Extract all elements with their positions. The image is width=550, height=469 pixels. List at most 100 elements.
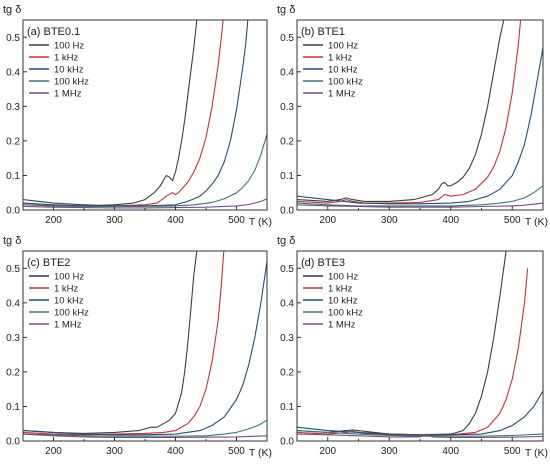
y-tick-label: 0.0 xyxy=(280,206,294,217)
legend-entry: 10 kHz xyxy=(54,65,84,76)
legend-entry: 1 MHz xyxy=(328,89,356,100)
panel-1: 200 300 400 500 0.0 0.1 0.2 0.3 0.4 0.5 tg δ T (K) (… xyxy=(277,4,548,228)
y-tick-label: 0.3 xyxy=(6,102,20,113)
y-tick-label: 0.4 xyxy=(6,67,20,78)
legend-entry: 100 kHz xyxy=(54,308,89,319)
series-line-2 xyxy=(297,390,543,436)
x-axis-label: T (K) xyxy=(249,447,272,459)
y-tick-label: 0.2 xyxy=(6,367,20,378)
x-axis-label: T (K) xyxy=(249,216,272,228)
panel-3: 200 300 400 500 0.0 0.1 0.2 0.3 0.4 0.5 tg δ T (K) (… xyxy=(277,235,548,459)
series-line-4 xyxy=(297,433,543,439)
y-tick-label: 0.5 xyxy=(280,264,294,275)
legend-entry: 100 kHz xyxy=(328,77,363,88)
x-tick-label: 200 xyxy=(45,215,62,226)
legend-entry: 100 Hz xyxy=(328,272,358,283)
legend-entry: 1 MHz xyxy=(54,320,82,331)
y-tick-label: 0.1 xyxy=(280,171,294,182)
y-tick-label: 0.4 xyxy=(280,67,294,78)
x-tick-label: 300 xyxy=(106,215,123,226)
y-axis-label: tg δ xyxy=(277,235,295,247)
y-tick-label: 0.2 xyxy=(280,136,294,147)
series-line-2 xyxy=(23,261,267,436)
legend-entry: 100 Hz xyxy=(54,272,84,283)
legend-entry: 1 MHz xyxy=(54,89,82,100)
y-tick-label: 0.3 xyxy=(280,102,294,113)
y-tick-label: 0.1 xyxy=(6,402,20,413)
legend-entry: 1 kHz xyxy=(328,284,353,295)
x-tick-label: 300 xyxy=(381,446,398,457)
series-line-2 xyxy=(297,47,543,205)
series-line-1 xyxy=(297,20,522,204)
legend-entry: 100 kHz xyxy=(54,77,89,88)
x-tick-label: 400 xyxy=(167,446,184,457)
series-line-1 xyxy=(23,20,224,208)
legend-entry: 100 Hz xyxy=(54,41,84,52)
legend-entry: 10 kHz xyxy=(54,296,84,307)
legend-entry: 10 kHz xyxy=(328,65,358,76)
x-axis-label: T (K) xyxy=(525,447,548,459)
x-tick-label: 200 xyxy=(319,446,336,457)
x-axis-label: T (K) xyxy=(525,216,548,228)
y-axis-label: tg δ xyxy=(3,235,21,247)
series-group xyxy=(23,251,267,439)
x-tick-label: 500 xyxy=(504,446,521,457)
panel-title: (a) BTE0.1 xyxy=(27,26,80,38)
y-tick-label: 0.0 xyxy=(280,437,294,448)
panel-0: 200 300 400 500 0.0 0.1 0.2 0.3 0.4 0.5 tg δ T (K) (… xyxy=(3,4,272,228)
y-tick-label: 0.0 xyxy=(6,206,20,217)
series-line-2 xyxy=(23,20,249,207)
y-tick-label: 0.5 xyxy=(280,33,294,44)
series-line-4 xyxy=(23,433,267,439)
y-tick-label: 0.3 xyxy=(280,333,294,344)
legend-entry: 100 Hz xyxy=(328,41,358,52)
y-axis-label: tg δ xyxy=(277,4,295,16)
x-tick-label: 400 xyxy=(442,446,459,457)
y-tick-label: 0.1 xyxy=(6,171,20,182)
legend-entry: 1 kHz xyxy=(328,53,353,64)
legend-entry: 1 MHz xyxy=(328,320,356,331)
series-group xyxy=(297,20,543,208)
series-line-0 xyxy=(23,251,198,434)
x-tick-label: 200 xyxy=(319,215,336,226)
series-line-0 xyxy=(297,251,507,436)
series-line-3 xyxy=(23,419,267,437)
y-tick-label: 0.2 xyxy=(6,136,20,147)
y-tick-label: 0.3 xyxy=(6,333,20,344)
y-tick-label: 0.4 xyxy=(280,298,294,309)
legend-entry: 100 kHz xyxy=(328,308,363,319)
y-tick-label: 0.0 xyxy=(6,437,20,448)
x-tick-label: 500 xyxy=(228,446,245,457)
y-axis-label: tg δ xyxy=(3,4,21,16)
panel-title: (c) BTE2 xyxy=(27,257,70,269)
series-line-0 xyxy=(297,20,505,202)
panel-title: (b) BTE1 xyxy=(301,26,345,38)
legend-entry: 1 kHz xyxy=(54,53,79,64)
panel-2: 200 300 400 500 0.0 0.1 0.2 0.3 0.4 0.5 tg δ T (K) (… xyxy=(3,235,272,459)
x-tick-label: 200 xyxy=(45,446,62,457)
x-tick-label: 500 xyxy=(228,215,245,226)
x-tick-label: 300 xyxy=(381,215,398,226)
y-tick-label: 0.4 xyxy=(6,298,20,309)
y-tick-label: 0.1 xyxy=(280,402,294,413)
legend-entry: 1 kHz xyxy=(54,284,79,295)
x-tick-label: 400 xyxy=(442,215,459,226)
legend-entry: 10 kHz xyxy=(328,296,358,307)
series-line-3 xyxy=(297,185,543,207)
panel-title: (d) BTE3 xyxy=(301,257,345,269)
series-group xyxy=(297,251,543,439)
y-tick-label: 0.2 xyxy=(280,367,294,378)
series-line-3 xyxy=(23,133,267,208)
y-tick-label: 0.5 xyxy=(6,264,20,275)
series-line-3 xyxy=(297,430,543,437)
x-tick-label: 400 xyxy=(167,215,184,226)
x-tick-label: 500 xyxy=(504,215,521,226)
y-tick-label: 0.5 xyxy=(6,33,20,44)
series-line-0 xyxy=(23,20,198,207)
x-tick-label: 300 xyxy=(106,446,123,457)
